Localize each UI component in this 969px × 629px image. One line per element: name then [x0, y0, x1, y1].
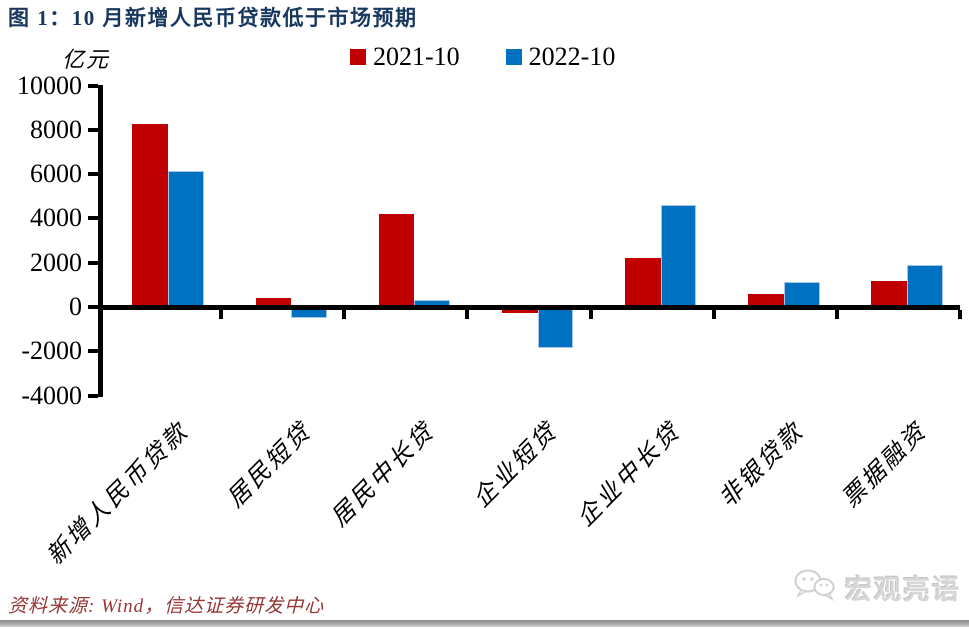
bar-2022-10-企业短贷: [537, 307, 574, 348]
y-tick-label: 4000: [30, 203, 82, 233]
y-axis-tick: [88, 349, 98, 354]
y-axis-tick: [88, 260, 98, 265]
bar-2022-10-非银贷款: [783, 281, 820, 307]
bar-2021-10-企业中长贷: [625, 258, 661, 307]
y-tick-label: 2000: [30, 247, 82, 277]
x-axis-tick: [219, 310, 224, 319]
y-tick-label: 6000: [30, 159, 82, 189]
x-axis-line: [98, 305, 960, 310]
bar-2021-10-企业短贷: [501, 307, 538, 314]
x-axis-tick: [465, 310, 470, 319]
y-axis-tick: [88, 172, 98, 177]
legend-swatch-red: [350, 49, 366, 65]
legend-item-2022-10: 2022-10: [505, 42, 616, 71]
y-axis-unit-label: 亿元: [62, 47, 111, 72]
y-axis-tick: [88, 393, 98, 398]
legend-label: 2021-10: [373, 42, 460, 71]
watermark-text: 宏观亮语: [845, 575, 961, 605]
chart-legend: 2021-10 2022-10: [350, 44, 615, 70]
chart-title: 图 1：10 月新增人民币贷款低于市场预期: [8, 6, 418, 30]
y-tick-label: 8000: [30, 114, 82, 144]
y-axis-tick: [88, 305, 98, 309]
x-axis-tick: [711, 310, 716, 319]
bar-2021-10-票据融资: [871, 281, 908, 307]
legend-item-2021-10: 2021-10: [350, 44, 460, 70]
watermark: 宏观亮语: [793, 568, 961, 607]
x-axis-tick: [588, 310, 593, 319]
y-axis-line: [98, 85, 103, 397]
bar-2021-10-居民中长贷: [378, 213, 415, 307]
bar-2021-10-居民短贷: [255, 297, 292, 307]
bar-2022-10-票据融资: [907, 264, 943, 307]
legend-swatch-blue: [505, 49, 522, 65]
bottom-divider: [0, 620, 969, 627]
bar-2022-10-企业中长贷: [660, 204, 697, 307]
bar-2021-10-非银贷款: [748, 294, 784, 307]
y-tick-label: -2000: [21, 336, 82, 366]
x-axis-tick: [342, 310, 347, 319]
y-tick-label: 10000: [17, 70, 82, 100]
y-axis-tick: [88, 83, 98, 88]
x-axis-tick: [834, 310, 839, 319]
bar-2022-10-新增人民币贷款: [168, 170, 204, 307]
source-note: 资料来源: Wind，信达证券研发中心: [8, 596, 325, 617]
wechat-bubbles-icon: [793, 568, 837, 607]
legend-label: 2022-10: [528, 42, 616, 71]
y-axis-tick: [88, 216, 98, 221]
x-axis-tick: [958, 310, 962, 319]
y-tick-label: -4000: [21, 380, 82, 410]
y-tick-label: 0: [69, 292, 82, 321]
bar-2021-10-新增人民币贷款: [132, 123, 169, 307]
y-axis-tick: [88, 127, 98, 132]
